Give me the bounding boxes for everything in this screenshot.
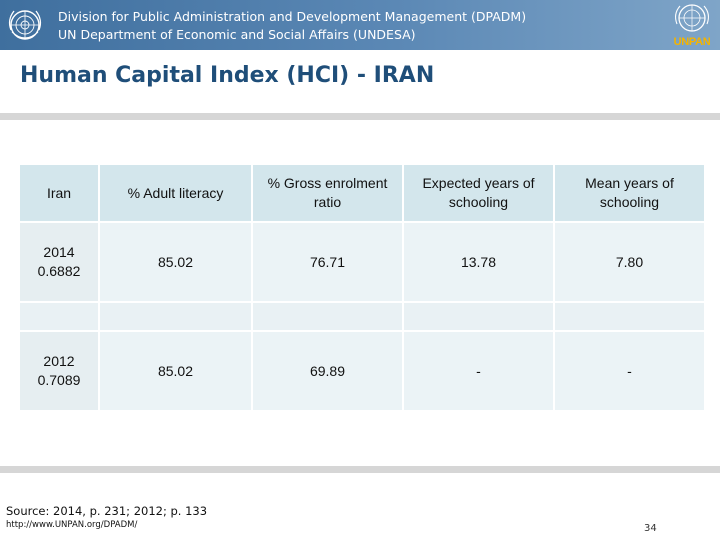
- un-emblem-icon: [674, 4, 710, 32]
- table-cell: -: [555, 332, 704, 410]
- table-spacer-row: [20, 303, 704, 330]
- row-hci-value: 0.7089: [37, 372, 81, 388]
- org-name-line-1: Division for Public Administration and D…: [58, 9, 527, 24]
- source-note: Source: 2014, p. 231; 2012; p. 133: [6, 504, 208, 518]
- table-cell: 76.71: [253, 223, 402, 301]
- table-cell: [20, 303, 98, 330]
- un-emblem-icon: [8, 10, 42, 40]
- page-number: 34: [644, 523, 657, 534]
- divider-top: [0, 113, 720, 120]
- table-cell: [555, 303, 704, 330]
- table-cell: -: [404, 332, 553, 410]
- header-band: Division for Public Administration and D…: [0, 0, 720, 50]
- table-cell: 13.78: [404, 223, 553, 301]
- table-cell: [404, 303, 553, 330]
- column-header: % Gross enrolment ratio: [253, 165, 402, 221]
- table-row: 2014 0.6882 85.02 76.71 13.78 7.80: [20, 223, 704, 301]
- column-header-text: Mean years of schooling: [585, 175, 674, 210]
- column-header-text: Expected years of schooling: [422, 175, 535, 210]
- row-year: 2014: [43, 244, 75, 260]
- column-header: % Adult literacy: [100, 165, 251, 221]
- row-hci-value: 0.6882: [37, 263, 81, 279]
- table-cell: [100, 303, 251, 330]
- unpan-link[interactable]: http://www.UNPAN.org/DPADM/: [6, 520, 138, 530]
- column-header: Iran: [20, 165, 98, 221]
- divider-bottom: [0, 466, 720, 473]
- row-label-cell: 2014 0.6882: [20, 223, 98, 301]
- column-header: Mean years of schooling: [555, 165, 704, 221]
- table-cell: 85.02: [100, 332, 251, 410]
- table-row: 2012 0.7089 85.02 69.89 - -: [20, 332, 704, 410]
- unpan-wordmark: UNPAN: [673, 36, 711, 48]
- table-cell: 85.02: [100, 223, 251, 301]
- org-name-line-2: UN Department of Economic and Social Aff…: [58, 27, 416, 42]
- unpan-logo: UNPAN: [668, 2, 716, 48]
- column-header: Expected years of schooling: [404, 165, 553, 221]
- row-year: 2012: [43, 353, 75, 369]
- column-header-text: % Gross enrolment ratio: [267, 175, 388, 210]
- hci-table: Iran % Adult literacy % Gross enrolment …: [18, 163, 706, 412]
- table-cell: 7.80: [555, 223, 704, 301]
- table-header-row: Iran % Adult literacy % Gross enrolment …: [20, 165, 704, 221]
- table-cell: 69.89: [253, 332, 402, 410]
- table-cell: [253, 303, 402, 330]
- page-title: Human Capital Index (HCI) - IRAN: [20, 63, 435, 88]
- row-label-cell: 2012 0.7089: [20, 332, 98, 410]
